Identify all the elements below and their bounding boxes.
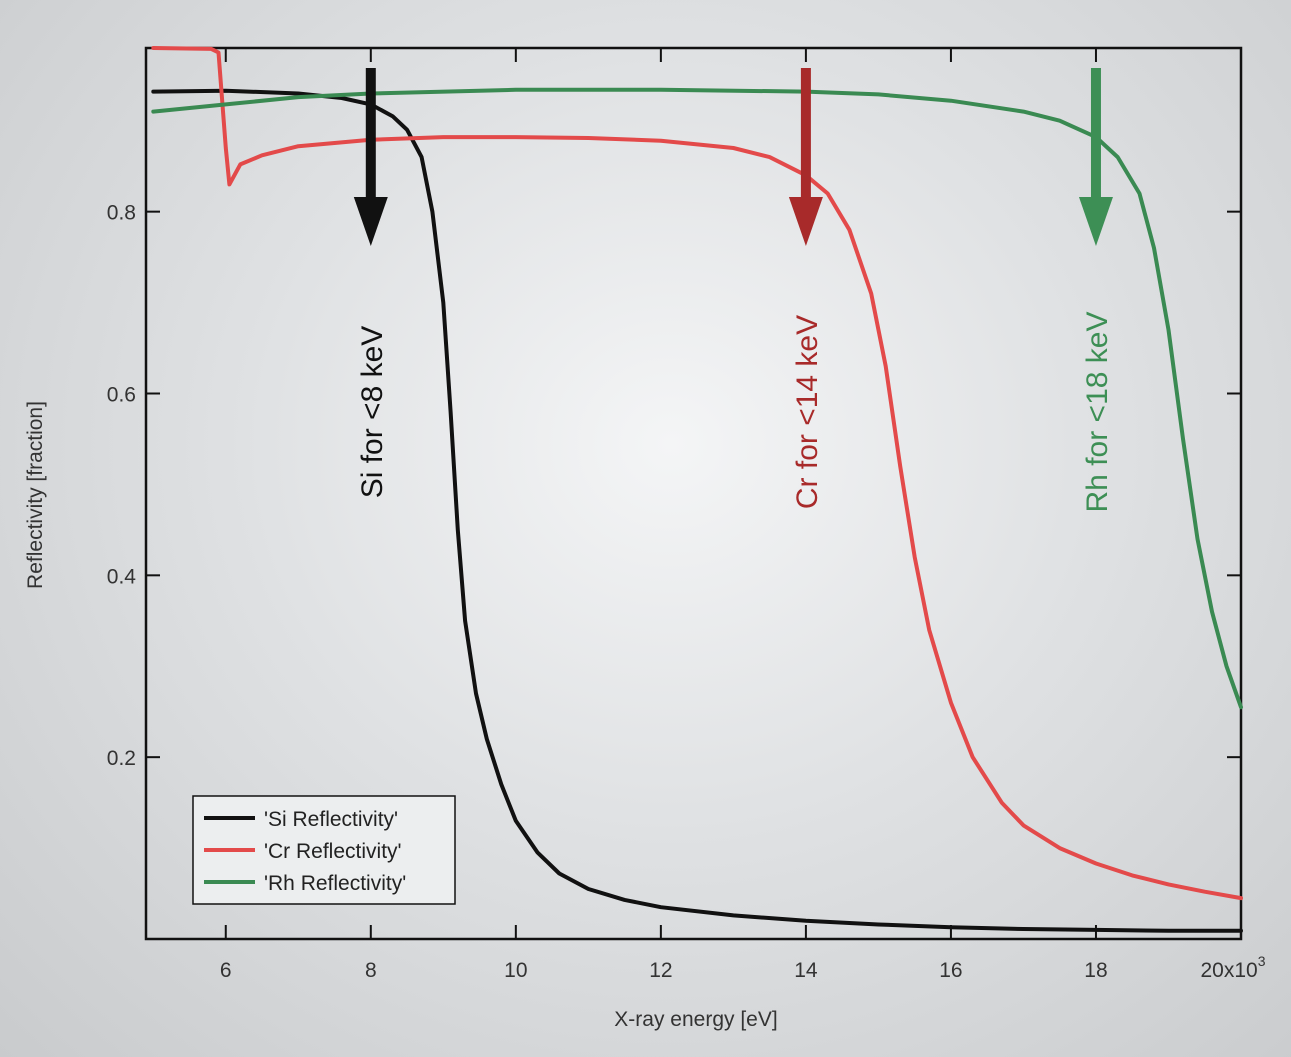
annotation-cr: Cr for <14 keV	[791, 315, 824, 509]
y-tick-label: 0.8	[107, 202, 136, 225]
x-tick-label: 12	[649, 959, 672, 982]
series-line-si	[151, 88, 1243, 933]
series-line-rh	[151, 87, 1243, 710]
x-tick-label: 14	[794, 959, 818, 982]
x-tick-label: 10	[504, 959, 527, 982]
series-line-cr	[151, 46, 1243, 901]
y-tick-label: 0.2	[107, 747, 136, 770]
legend-label-cr: 'Cr Reflectivity'	[264, 840, 402, 863]
x-exponent-label: 3	[1258, 953, 1266, 969]
y-tick-label: 0.6	[107, 383, 136, 406]
plot-frame	[144, 46, 1243, 941]
legend: 'Si Reflectivity' 'Cr Reflectivity' 'Rh …	[192, 795, 456, 905]
x-tick-label: 16	[939, 959, 962, 982]
x-tick-label: 6	[220, 959, 232, 982]
y-tick-label: 0.4	[107, 565, 137, 588]
x-axis-label: X-ray energy [eV]	[614, 1008, 777, 1031]
x-tick-label: 20x103	[1200, 953, 1265, 982]
arrowhead-rh	[1078, 197, 1113, 246]
series-layer	[151, 46, 1243, 933]
annotation-rh: Rh for <18 keV	[1081, 312, 1114, 513]
y-axis-label: Reflectivity [fraction]	[24, 401, 47, 589]
arrowhead-si	[353, 197, 388, 246]
annotation-layer: Si for <8 keV Cr for <14 keV Rh for <18 ke…	[353, 68, 1114, 513]
legend-label-si: 'Si Reflectivity'	[264, 808, 398, 831]
plot-area	[144, 46, 1243, 941]
legend-label-rh: 'Rh Reflectivity'	[264, 872, 406, 895]
x-tick-label: 18	[1084, 959, 1107, 982]
annotation-si: Si for <8 keV	[356, 326, 389, 499]
arrowhead-cr	[788, 197, 823, 246]
x-tick-label: 8	[365, 959, 377, 982]
